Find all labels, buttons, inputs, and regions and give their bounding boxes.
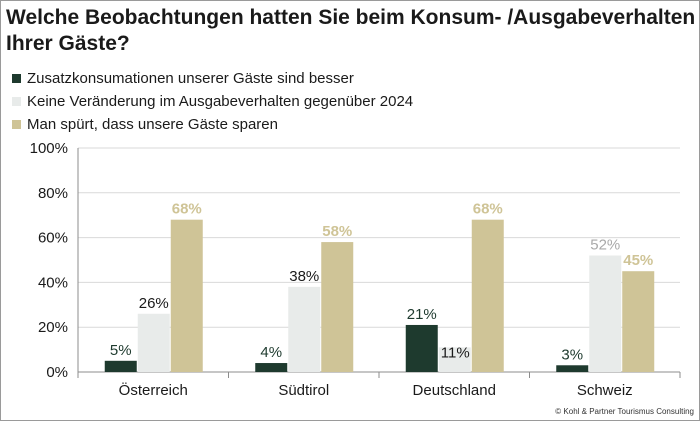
data-label: 68% [473, 201, 503, 218]
bar [288, 286, 321, 372]
legend-item-1: Zusatzkonsumationen unserer Gäste sind b… [12, 67, 413, 90]
data-label: 4% [260, 344, 282, 361]
chart-title: Welche Beobachtungen hatten Sie beim Kon… [6, 6, 696, 55]
y-tick-label: 80% [38, 185, 68, 202]
bar [170, 219, 203, 372]
y-tick-label: 40% [38, 274, 68, 291]
data-label: 21% [407, 306, 437, 323]
legend-label-2: Keine Veränderung im Ausgabeverhalten ge… [27, 93, 414, 110]
x-tick-label: Südtirol [278, 382, 329, 399]
bar [405, 324, 438, 372]
data-label: 38% [289, 268, 319, 285]
legend-label-3: Man spürt, dass unsere Gäste sparen [27, 116, 278, 133]
y-tick-label: 60% [38, 230, 68, 247]
data-label: 68% [172, 201, 202, 218]
legend-swatch-3 [12, 120, 21, 129]
data-label: 26% [139, 295, 169, 312]
legend-item-3: Man spürt, dass unsere Gäste sparen [12, 113, 413, 136]
x-tick-label: Österreich [119, 381, 188, 399]
legend: Zusatzkonsumationen unserer Gäste sind b… [12, 67, 413, 136]
legend-item-2: Keine Veränderung im Ausgabeverhalten ge… [12, 90, 413, 113]
copyright-note: © Kohl & Partner Tourismus Consulting [555, 407, 694, 416]
bar [321, 242, 354, 372]
y-tick-label: 100% [30, 140, 68, 157]
data-label: 3% [561, 346, 583, 363]
bar [622, 271, 655, 372]
data-label: 58% [322, 223, 352, 240]
bar [255, 363, 288, 372]
data-label: 52% [590, 237, 620, 254]
bar [589, 255, 622, 372]
y-tick-label: 0% [46, 364, 68, 381]
data-label: 45% [623, 252, 653, 269]
x-tick-label: Schweiz [577, 382, 633, 399]
legend-swatch-1 [12, 74, 21, 83]
bar [104, 360, 137, 372]
bar [438, 347, 471, 372]
data-label: 11% [441, 344, 470, 361]
y-tick-label: 20% [38, 319, 68, 336]
legend-swatch-2 [12, 97, 21, 106]
x-tick-label: Deutschland [413, 382, 496, 399]
legend-label-1: Zusatzkonsumationen unserer Gäste sind b… [27, 70, 354, 87]
bar [471, 219, 504, 372]
bar [137, 313, 170, 372]
data-label: 5% [110, 342, 132, 359]
bar [556, 365, 589, 372]
